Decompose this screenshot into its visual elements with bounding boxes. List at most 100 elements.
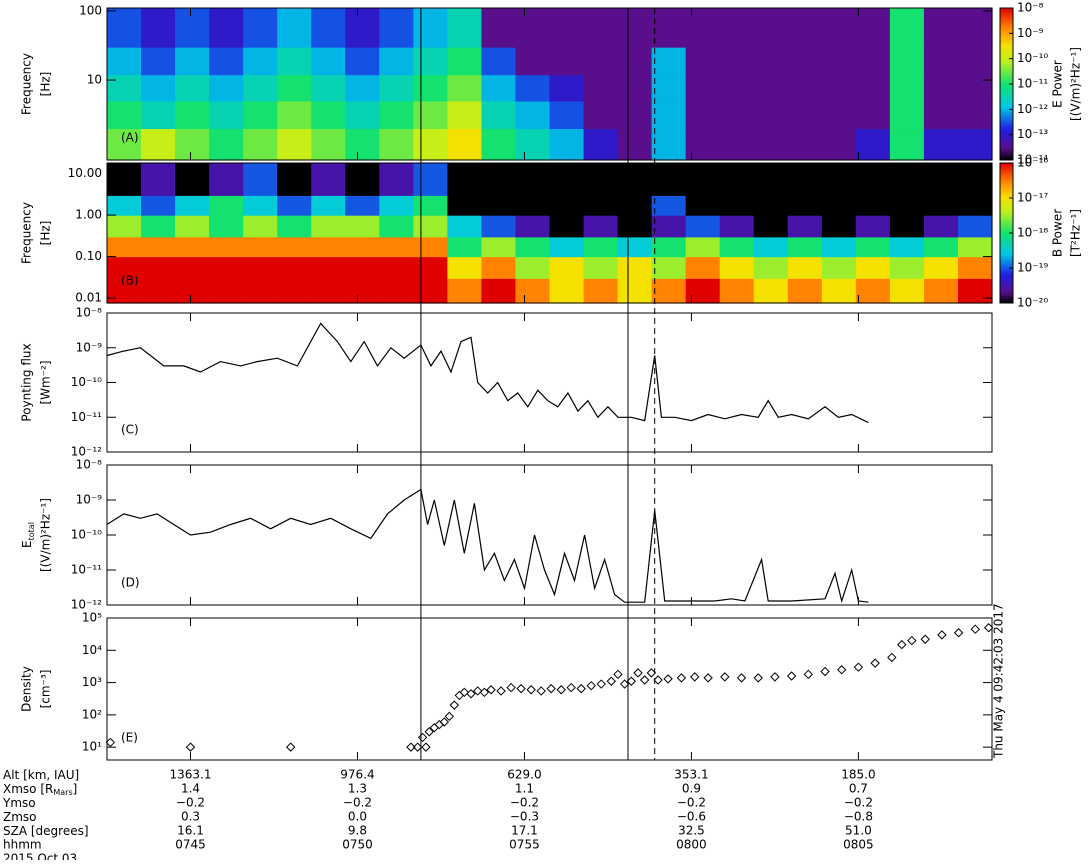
scatter-point	[466, 689, 476, 699]
colorbar-slice	[1000, 147, 1013, 151]
heatmap-cell	[617, 278, 653, 304]
colorbar-slice	[1000, 188, 1013, 192]
colorbar-slice	[1000, 275, 1013, 278]
heatmap-cell	[855, 256, 891, 279]
heatmap-cell	[583, 100, 619, 130]
ephemeris-value: 1.4	[181, 782, 200, 796]
heatmap-cell	[515, 128, 551, 161]
scatter-point	[285, 742, 296, 752]
colorbar-slice	[1000, 96, 1013, 100]
heatmap-cell	[753, 195, 789, 216]
heatmap-cell	[651, 256, 687, 279]
heatmap-cell	[617, 47, 653, 76]
heatmap-cell	[481, 278, 517, 304]
scatter-point	[424, 727, 434, 737]
heatmap-cell	[481, 215, 517, 238]
heatmap-cell	[345, 47, 380, 76]
heatmap-cell	[583, 236, 619, 258]
colorbar-slice	[1000, 91, 1013, 95]
colorbar-tick-label: 10⁻⁸	[1017, 1, 1044, 15]
scatter-point	[444, 711, 455, 722]
heatmap-cell	[889, 256, 925, 279]
heatmap-cell	[651, 236, 687, 258]
colorbar-slice	[1000, 157, 1013, 161]
scatter-point	[421, 742, 431, 752]
colorbar-slice	[1000, 33, 1013, 37]
ephemeris-value: −0.2	[677, 796, 706, 810]
timestamp: Thu May 4 09:42:03 2017	[992, 603, 1006, 759]
heatmap-cell	[549, 100, 585, 130]
heatmap-cell	[379, 236, 414, 258]
heatmap-cell	[107, 47, 142, 76]
heatmap-cell	[243, 195, 278, 216]
colorbar-slice	[1000, 179, 1013, 183]
heatmap-cell	[311, 100, 346, 130]
colorbar-slice	[1000, 291, 1013, 295]
heatmap-cell	[753, 8, 789, 48]
colorbar-tick-label: 10⁻¹⁴	[1017, 153, 1048, 167]
scatter-point	[105, 737, 116, 748]
heatmap-cell	[957, 8, 993, 48]
y-tick-label: 10³	[82, 675, 102, 689]
colorbar-slice	[1000, 181, 1013, 185]
heatmap-cell	[889, 215, 925, 238]
heatmap-cell	[855, 8, 891, 48]
scatter-point	[633, 668, 643, 678]
colorbar-slice	[1000, 230, 1013, 234]
ephemeris-value: −0.3	[510, 810, 539, 824]
ephemeris-row-label: Zmso	[3, 810, 37, 824]
heatmap-cell	[243, 236, 278, 258]
scatter-point	[920, 634, 930, 644]
y-tick-label: 0.10	[75, 249, 102, 263]
heatmap-cell	[549, 8, 585, 48]
heatmap-cell	[855, 215, 891, 238]
heatmap-cell	[651, 100, 687, 130]
heatmap-cell	[243, 8, 278, 48]
y-axis-label: Poynting flux	[20, 343, 34, 421]
colorbar-slice	[1000, 38, 1013, 42]
colorbar-slice	[1000, 104, 1013, 108]
heatmap-cell	[617, 8, 653, 48]
colorbar-slice	[1000, 86, 1013, 90]
scatter-point	[970, 624, 981, 634]
heatmap-cell	[549, 195, 585, 216]
heatmap-cell	[277, 74, 312, 102]
heatmap-cell	[719, 278, 755, 304]
y-axis-label: [Hz]	[39, 72, 53, 97]
heatmap-cell	[787, 195, 823, 216]
heatmap-cell	[209, 47, 244, 76]
colorbar-slice	[1000, 152, 1013, 156]
heatmap-cell	[787, 74, 823, 102]
x-tick-label: 0745	[175, 838, 206, 852]
heatmap-cell	[515, 74, 551, 102]
heatmap-cell	[447, 74, 483, 102]
colorbar-slice	[1000, 251, 1013, 255]
colorbar-slice	[1000, 219, 1013, 222]
y-tick-label: 100	[79, 3, 102, 17]
colorbar-slice	[1000, 165, 1013, 169]
heatmap-cell	[515, 100, 551, 130]
heatmap-cell	[175, 278, 210, 304]
heatmap-cell	[651, 47, 687, 76]
heatmap-cell	[923, 215, 959, 238]
heatmap-cell	[345, 215, 380, 238]
heatmap-cell	[821, 278, 857, 304]
heatmap-cell	[141, 278, 176, 304]
heatmap-cell	[107, 195, 142, 216]
scatter-point	[516, 683, 526, 694]
heatmap-cell	[277, 195, 312, 216]
colorbar-slice	[1000, 258, 1013, 262]
heatmap-cell	[515, 256, 551, 279]
colorbar-slice	[1000, 99, 1013, 103]
heatmap-cell	[481, 128, 517, 161]
colorbar-slice	[1000, 129, 1013, 133]
y-tick-label: 10⁻⁹	[76, 340, 103, 354]
heatmap-cell	[685, 236, 721, 258]
y-tick-label: 10⁻¹²	[71, 445, 102, 459]
heatmap-cell	[141, 8, 176, 48]
heatmap-cell	[787, 278, 823, 304]
scatter-point	[459, 687, 470, 698]
heatmap-cell	[549, 128, 585, 161]
heatmap-cell	[107, 256, 142, 279]
heatmap-cell	[481, 74, 517, 102]
